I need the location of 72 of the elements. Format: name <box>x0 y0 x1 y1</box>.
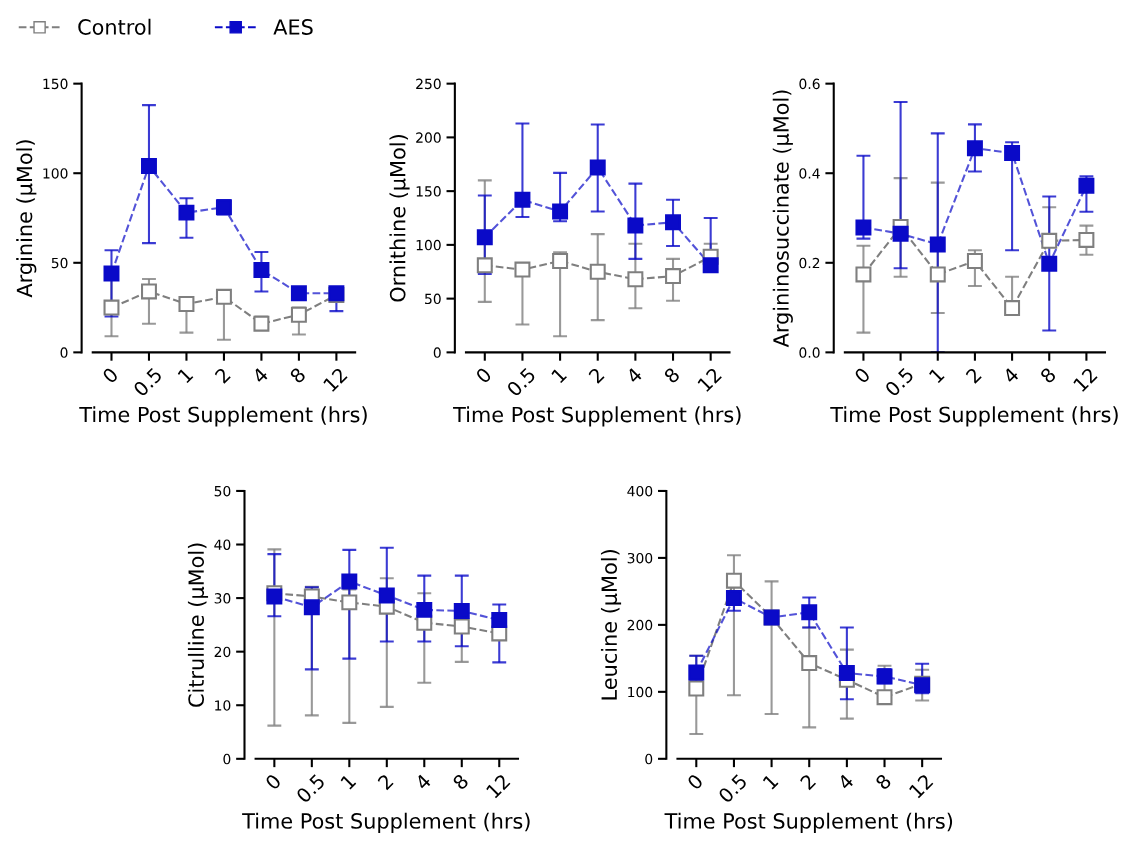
x-tick-label: 4 <box>414 773 432 791</box>
y-tick-label: 50 <box>214 485 231 497</box>
x-tick-label: 0 <box>853 366 871 385</box>
y-tick-label: 30 <box>214 593 231 604</box>
y-tick-label: 50 <box>425 293 441 305</box>
x-axis-title: Time Post Supplement (hrs) <box>242 812 530 833</box>
x-tick-label: 12 <box>1072 367 1098 392</box>
x-tick-label: 1 <box>177 367 194 384</box>
y-tick-label: 200 <box>627 619 653 631</box>
y-tick-label: 150 <box>43 78 68 90</box>
y-tick-label: 200 <box>416 132 441 143</box>
x-tick-label: 0.5 <box>132 367 163 398</box>
x-tick-label: 0 <box>101 366 119 385</box>
y-tick-label: 0 <box>60 347 68 358</box>
y-tick-label: 100 <box>43 168 68 179</box>
x-tick-label: 2 <box>965 367 982 384</box>
y-tick-label: 10 <box>215 700 231 711</box>
y-tick-label: 0.0 <box>799 347 820 358</box>
x-tick-label: 8 <box>451 773 470 791</box>
y-axis-title: Citrulline (µMol) <box>187 543 209 707</box>
x-tick-label: 4 <box>251 366 269 385</box>
x-tick-label: 8 <box>289 366 307 385</box>
x-tick-label: 12 <box>908 773 934 799</box>
y-tick-label: 400 <box>627 485 653 497</box>
y-tick-label: 100 <box>416 239 441 251</box>
y-tick-label: 250 <box>416 78 441 90</box>
y-tick-label: 20 <box>214 646 231 658</box>
y-tick-label: 0.2 <box>799 257 820 269</box>
x-tick-label: 12 <box>322 367 348 392</box>
x-tick-label: 0 <box>686 773 704 791</box>
x-tick-label: 0.5 <box>884 367 915 398</box>
x-tick-label: 8 <box>1039 366 1057 385</box>
y-axis-title: Argininosuccinate (µMol) <box>772 90 793 348</box>
y-axis-title: Leucine (µMol) <box>600 550 622 700</box>
y-tick-label: 0.4 <box>799 168 820 179</box>
x-tick-label: 2 <box>214 367 231 384</box>
y-tick-label: 0 <box>433 347 441 358</box>
legend-label: Control <box>78 18 151 35</box>
x-tick-label: 12 <box>697 367 722 392</box>
y-axis-title: Arginine (µMol) <box>16 140 37 298</box>
x-tick-label: 0.5 <box>717 773 748 804</box>
x-tick-label: 0.5 <box>295 773 326 804</box>
y-tick-label: 300 <box>627 552 653 564</box>
y-tick-label: 50 <box>51 257 68 269</box>
x-tick-label: 0 <box>264 773 282 791</box>
x-tick-label: 2 <box>377 773 394 791</box>
y-tick-label: 0 <box>645 753 653 765</box>
x-tick-label: 1 <box>762 773 779 790</box>
y-tick-label: 0.6 <box>799 78 820 90</box>
x-tick-label: 1 <box>928 367 945 384</box>
x-tick-label: 1 <box>340 773 357 790</box>
x-tick-label: 8 <box>663 366 681 385</box>
x-axis-title: Time Post Supplement (hrs) <box>830 406 1118 427</box>
x-tick-label: 12 <box>485 773 511 799</box>
x-tick-label: 4 <box>836 773 855 791</box>
x-tick-label: 2 <box>799 773 817 791</box>
y-tick-label: 40 <box>214 539 231 550</box>
x-tick-label: 4 <box>625 366 643 385</box>
x-tick-label: 1 <box>550 367 567 384</box>
legend-label: AES <box>273 19 313 35</box>
x-tick-label: 0 <box>474 366 493 385</box>
x-tick-label: 0.5 <box>506 367 537 398</box>
y-axis-title: Ornithine (µMol) <box>389 135 410 302</box>
x-tick-label: 4 <box>1002 366 1020 385</box>
x-tick-label: 8 <box>874 773 892 791</box>
x-axis-title: Time Post Supplement (hrs) <box>664 812 953 833</box>
y-tick-label: 100 <box>628 686 653 698</box>
x-tick-label: 2 <box>587 367 605 384</box>
y-tick-label: 0 <box>223 753 231 765</box>
x-axis-title: Time Post Supplement (hrs) <box>453 406 741 427</box>
x-axis-title: Time Post Supplement (hrs) <box>79 406 367 427</box>
y-tick-label: 150 <box>416 186 441 197</box>
